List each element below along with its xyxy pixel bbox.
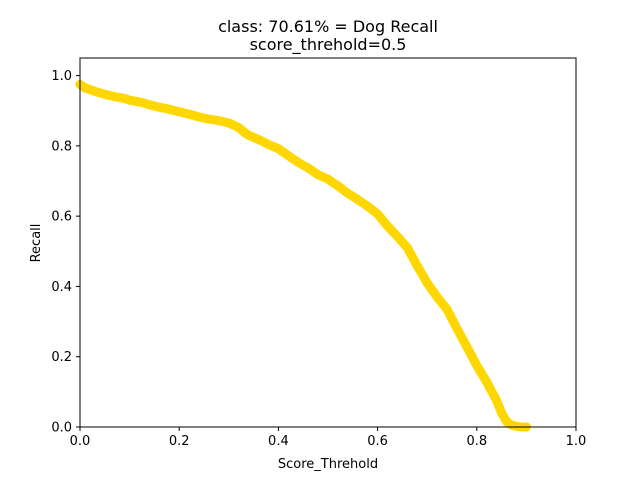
recall-point [383,221,392,231]
y-tick-label: 1.0 [51,69,72,84]
x-tick-label: 0.0 [70,434,91,449]
y-tick-label: 0.0 [51,421,72,436]
recall-point [323,174,333,184]
recall-point [264,140,273,149]
recall-point [204,114,214,124]
recall-point [164,104,174,114]
recall-point [224,118,234,128]
recall-point [214,116,224,126]
recall-point [110,92,120,102]
recall-point [174,107,184,117]
x-tick-label: 1.0 [566,434,587,449]
recall-point [353,195,363,205]
recall-point [273,144,283,154]
y-axis-label: Recall [29,224,44,263]
recall-point [333,181,343,191]
recall-point [482,377,492,387]
recall-point [254,135,264,144]
recall-point [412,261,422,271]
plot-area [75,79,531,432]
recall-point [497,408,507,418]
recall-point [363,201,373,211]
recall-point [472,361,482,370]
axes-frame [79,57,577,428]
recall-point [462,342,472,352]
recall-point [432,292,442,302]
y-tick-label: 0.8 [51,139,72,154]
recall-point [135,97,144,107]
chart-subtitle: score_threhold=0.5 [250,35,407,55]
recall-point [402,243,412,253]
recall-curve [75,79,531,432]
recall-point [392,232,402,241]
y-tick-label: 0.2 [51,350,72,365]
recall-point [293,157,303,167]
recall-point [373,209,383,219]
x-tick-label: 0.6 [367,434,388,449]
recall-point [313,170,323,180]
x-tick-label: 0.2 [169,434,190,449]
y-axis: 0.0 0.2 0.4 0.6 0.8 1.0 [51,69,80,436]
recall-point [283,151,293,161]
recall-point [194,112,204,122]
chart-title: class: 70.61% = Dog Recall [218,17,438,36]
recall-point [422,278,432,288]
x-tick-label: 0.4 [268,434,289,449]
recall-point [442,304,452,314]
recall-point [452,324,462,334]
recall-point [492,396,502,406]
recall-point [154,102,164,112]
y-tick-label: 0.4 [51,280,72,295]
x-tick-label: 0.8 [466,434,487,449]
recall-point [244,130,254,140]
recall-point [100,89,110,99]
x-axis-label: Score_Threhold [278,457,378,472]
y-tick-label: 0.6 [51,210,72,225]
recall-point [303,163,313,173]
recall-point [125,95,135,105]
recall-point [90,86,100,96]
recall-point [144,100,154,110]
recall-point [184,109,194,119]
recall-point [343,188,353,198]
x-axis: 0.0 0.2 0.4 0.6 0.8 1.0 [70,427,587,449]
